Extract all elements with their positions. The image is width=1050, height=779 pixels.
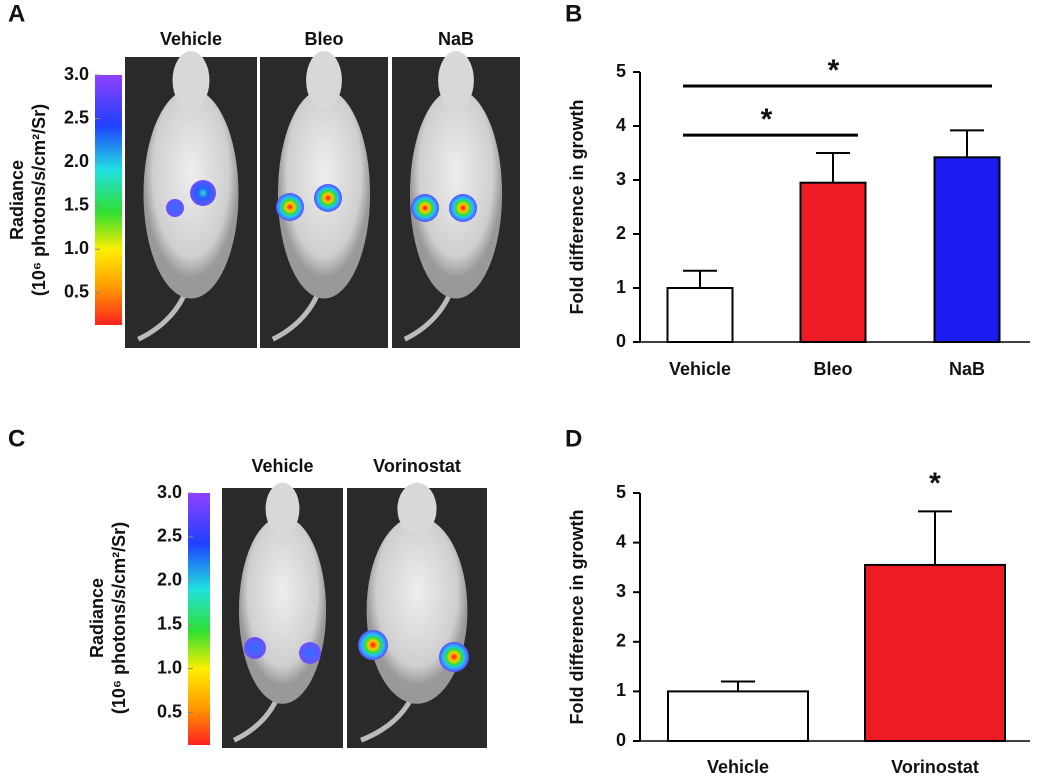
colorbar-title: Radiance (7, 160, 27, 240)
mouse-head (438, 51, 474, 110)
significance-star: * (929, 467, 941, 500)
tumor-signal (244, 637, 266, 659)
mouse-body (366, 516, 468, 704)
significance-star: * (828, 54, 840, 87)
panel-label: D (565, 425, 582, 452)
y-axis-label: Fold difference in growth (567, 100, 587, 315)
colorbar-tick-label: 1.5 (157, 613, 182, 633)
colorbar-tick-label: 1.5 (64, 194, 89, 214)
colorbar-tick-label: 1.0 (157, 657, 182, 677)
colorbar-tick-label: 2.0 (64, 151, 89, 171)
x-tick-label: Vehicle (669, 359, 731, 379)
tumor-signal (166, 199, 184, 217)
error-bar (721, 680, 755, 692)
bar (933, 156, 1001, 343)
panel-label: A (8, 0, 25, 27)
mouse-head (306, 51, 342, 110)
mouse-head (265, 482, 300, 535)
mouse-head (172, 51, 210, 110)
error-bar (816, 152, 850, 183)
mouse-body (238, 516, 327, 704)
condition-label: Vorinostat (373, 456, 461, 476)
y-tick-label: 3 (616, 581, 626, 601)
y-tick-label: 0 (616, 730, 626, 750)
y-tick-label: 1 (616, 277, 626, 297)
y-tick-label: 5 (616, 482, 626, 502)
y-tick-label: 1 (616, 680, 626, 700)
colorbar (188, 493, 210, 745)
condition-label: Vehicle (160, 29, 222, 49)
error-bar (918, 510, 952, 565)
error-bar (683, 269, 717, 288)
condition-label: Bleo (304, 29, 343, 49)
tumor-signal (314, 184, 342, 212)
colorbar-tick-label: 2.0 (157, 570, 182, 590)
tumor-signal (299, 642, 321, 664)
tumor-signal (358, 630, 388, 660)
colorbar-tick-label: 2.5 (64, 107, 89, 127)
y-tick-label: 2 (616, 223, 626, 243)
x-tick-label: Vehicle (707, 757, 769, 777)
significance-star: * (761, 103, 773, 136)
error-bar (950, 129, 984, 158)
colorbar-title: (10⁶ photons/s/cm²/Sr) (109, 522, 129, 714)
bar (864, 563, 1006, 742)
tumor-signal (449, 194, 477, 222)
colorbar-tick-label: 2.5 (157, 526, 182, 546)
x-tick-label: NaB (949, 359, 985, 379)
y-axis-label: Fold difference in growth (567, 510, 587, 725)
colorbar-tick-label: 1.0 (64, 238, 89, 258)
mouse-body (409, 89, 503, 299)
y-tick-label: 2 (616, 631, 626, 651)
condition-label: Vehicle (251, 456, 313, 476)
bar (799, 181, 867, 343)
y-tick-label: 3 (616, 169, 626, 189)
bar (667, 690, 809, 743)
y-tick-label: 4 (616, 531, 626, 551)
y-tick-label: 4 (616, 115, 626, 135)
colorbar-title: (10⁶ photons/s/cm²/Sr) (29, 104, 49, 296)
mouse-head (397, 482, 437, 535)
colorbar-tick-label: 0.5 (64, 282, 89, 302)
colorbar-tick-label: 0.5 (157, 701, 182, 721)
tumor-signal (411, 194, 439, 222)
tumor-signal (190, 180, 216, 206)
colorbar-tick-label: 3.0 (64, 64, 89, 84)
y-tick-label: 5 (616, 61, 626, 81)
tumor-signal (276, 193, 304, 221)
panel-label: B (565, 0, 582, 27)
condition-label: NaB (438, 29, 474, 49)
colorbar-tick-label: 3.0 (157, 482, 182, 502)
tumor-signal (439, 642, 469, 672)
x-tick-label: Bleo (813, 359, 852, 379)
y-tick-label: 0 (616, 331, 626, 351)
colorbar (95, 75, 122, 325)
panel-label: C (8, 425, 25, 452)
colorbar-title: Radiance (87, 578, 107, 658)
x-tick-label: Vorinostat (891, 757, 979, 777)
bar (666, 287, 734, 343)
